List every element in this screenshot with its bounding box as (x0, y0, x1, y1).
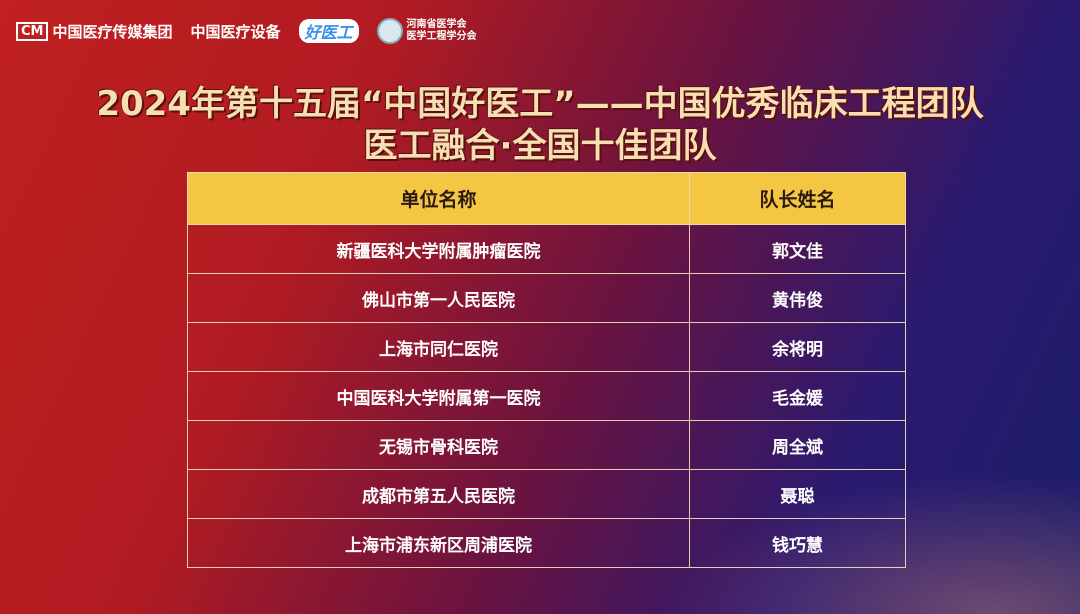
table-row: 佛山市第一人民医院 黄伟俊 (187, 273, 906, 323)
captain-name: 黄伟俊 (689, 273, 906, 323)
table-header: 单位名称 队长姓名 (187, 172, 906, 225)
captain-name: 聂聪 (689, 469, 906, 519)
page-title: 2024年第十五届“中国好医工”——中国优秀临床工程团队 (96, 84, 984, 124)
unit-name: 佛山市第一人民医院 (187, 273, 690, 323)
table-row: 无锡市骨科医院 周全斌 (187, 420, 906, 470)
logo-haoyigong: 好医工 (298, 19, 359, 43)
table-row: 中国医科大学附属第一医院 毛金媛 (187, 371, 906, 421)
unit-name: 中国医科大学附属第一医院 (187, 371, 690, 421)
logo-media-group: CM 中国医疗传媒集团 (16, 21, 173, 42)
captain-name: 郭文佳 (689, 224, 906, 274)
logo-text: 好医工 (304, 23, 353, 42)
cm-logo-icon: CM (16, 21, 49, 41)
table-row: 上海市同仁医院 余将明 (187, 322, 906, 372)
team-table: 单位名称 队长姓名 新疆医科大学附属肿瘤医院 郭文佳 佛山市第一人民医院 黄伟俊 上海市… (187, 172, 906, 568)
logo-bar: CM 中国医疗传媒集团 中国医疗设备 好医工 河南省医学会 医学工程学分会 (16, 18, 477, 44)
table-row: 新疆医科大学附属肿瘤医院 郭文佳 (187, 224, 906, 274)
logo-text: 河南省医学会 (406, 19, 467, 30)
unit-name: 上海市浦东新区周浦医院 (187, 518, 690, 568)
unit-name: 成都市第五人民医院 (187, 469, 690, 519)
page-subtitle: 医工融合·全国十佳团队 (363, 126, 717, 166)
captain-name: 余将明 (689, 322, 906, 372)
logo-henan-association: 河南省医学会 医学工程学分会 (376, 18, 477, 44)
captain-name: 毛金媛 (689, 371, 906, 421)
logo-medical-equipment: 中国医疗设备 (191, 21, 281, 42)
table-row: 成都市第五人民医院 聂聪 (187, 469, 906, 519)
logo-text: 医学工程学分会 (406, 31, 477, 42)
table-row: 上海市浦东新区周浦医院 钱巧慧 (187, 518, 906, 568)
logo-text: 中国医疗设备 (190, 22, 281, 41)
header-captain: 队长姓名 (689, 172, 906, 225)
unit-name: 新疆医科大学附属肿瘤医院 (187, 224, 690, 274)
captain-name: 钱巧慧 (689, 518, 906, 568)
unit-name: 无锡市骨科医院 (187, 420, 690, 470)
header-unit: 单位名称 (187, 172, 690, 225)
seal-icon (376, 18, 403, 44)
logo-text: 中国医疗传媒集团 (52, 22, 173, 41)
unit-name: 上海市同仁医院 (187, 322, 690, 372)
captain-name: 周全斌 (689, 420, 906, 470)
